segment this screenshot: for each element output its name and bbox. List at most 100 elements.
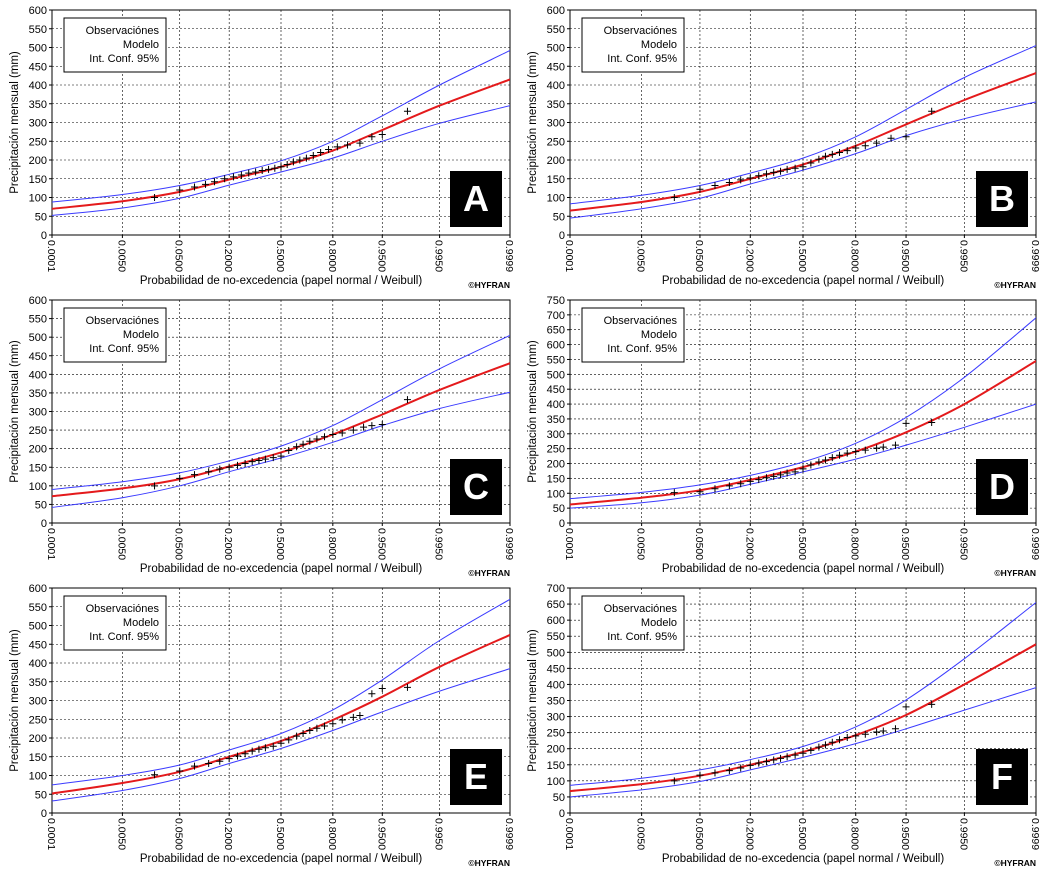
y-tick-label: 550 — [547, 631, 565, 643]
x-tick-label: 0.8000 — [326, 240, 338, 272]
observation-point — [190, 471, 198, 479]
ci-upper-line — [570, 317, 1036, 500]
y-tick-label: 450 — [547, 663, 565, 675]
observation-point — [234, 752, 242, 760]
observation-point — [190, 762, 198, 770]
x-tick-label: 0.5000 — [796, 818, 808, 850]
legend-box — [63, 307, 167, 363]
observation-point — [234, 461, 242, 469]
x-tick-label: 0.5000 — [274, 818, 286, 850]
observation-point — [237, 171, 245, 179]
observation-point — [277, 452, 285, 460]
y-tick-label: 500 — [29, 621, 47, 633]
observation-point — [861, 446, 869, 454]
legend: Observaciónes Modelo Int. Conf. 95% — [581, 17, 685, 73]
observation-point — [843, 147, 851, 155]
panel-label-box — [976, 749, 1028, 805]
observation-point — [737, 480, 745, 488]
observation-point — [815, 155, 823, 163]
legend-entry: Int. Conf. 95% — [89, 343, 159, 355]
observation-point — [843, 733, 851, 741]
observation-point — [320, 722, 328, 730]
observation-point — [737, 764, 745, 772]
observation-point — [248, 458, 256, 466]
observation-point — [285, 447, 293, 455]
chart-svg: 0 50 100 150 200 250 300 350 400 450 500 550 600 650 7… — [527, 295, 1041, 578]
x-tick-label: 0.9950 — [957, 818, 969, 850]
observation-point — [356, 139, 364, 147]
ci-upper-line — [52, 50, 510, 203]
observation-point — [216, 757, 224, 765]
observation-point — [293, 443, 301, 451]
observation-point — [807, 461, 815, 469]
legend: Observaciónes Modelo Int. Conf. 95% — [581, 595, 685, 651]
observation-point — [241, 460, 249, 468]
observation-point — [799, 163, 807, 171]
observation-point — [261, 744, 269, 752]
observation-point — [928, 107, 936, 115]
y-tick-label: 200 — [29, 155, 47, 167]
x-tick-label: 0.5000 — [274, 528, 286, 560]
observation-point — [746, 477, 754, 485]
observation-point — [289, 158, 297, 166]
chart-panel-f: 0 50 100 150 200 250 300 350 400 450 500 550 600 650 7… — [518, 578, 1044, 868]
legend-entry: Observaciónes — [86, 25, 160, 37]
x-axis-label: Probabilidad de no-excedencia (papel nor… — [662, 853, 945, 865]
y-tick-label: 250 — [547, 444, 565, 456]
observation-point — [368, 422, 376, 430]
y-axis-label: Precipitación mensual (mm) — [527, 51, 539, 194]
legend-entry: Modelo — [123, 39, 159, 51]
x-tick-label: 0.0050 — [115, 240, 127, 272]
credit-text: ©HYFRAN — [994, 568, 1036, 578]
x-tick-label: 0.9950 — [433, 240, 445, 272]
x-tick-label: 0.9999 — [503, 528, 515, 560]
observation-point — [271, 164, 279, 172]
y-tick-label: 300 — [547, 429, 565, 441]
observation-point — [711, 485, 719, 493]
legend-entry: Int. Conf. 95% — [607, 343, 677, 355]
observation-point — [151, 482, 159, 490]
observation-point — [799, 749, 807, 757]
y-tick-label: 100 — [29, 481, 47, 493]
x-axis-label: Probabilidad de no-excedencia (papel nor… — [662, 275, 945, 287]
y-tick-label: 50 — [553, 792, 565, 804]
panel-label: E — [464, 756, 488, 797]
observation-point — [329, 720, 337, 728]
observation-point — [873, 444, 881, 452]
observation-point — [843, 449, 851, 457]
panel-label-box — [976, 171, 1028, 227]
observation-point — [696, 771, 704, 779]
y-tick-label: 350 — [29, 99, 47, 111]
observation-point — [755, 476, 763, 484]
x-tick-label: 0.0500 — [693, 528, 705, 560]
y-tick-label: 700 — [547, 310, 565, 322]
observation-point — [791, 164, 799, 172]
observation-point — [320, 433, 328, 441]
observation-point — [852, 732, 860, 740]
ci-lower-line — [570, 687, 1036, 798]
observation-point — [255, 457, 263, 465]
y-axis-label: Precipitación mensual (mm) — [9, 51, 21, 194]
x-tick-label: 0.0050 — [635, 818, 647, 850]
legend-entry: Int. Conf. 95% — [89, 53, 159, 65]
y-tick-label: 50 — [35, 499, 47, 511]
observation-point — [378, 685, 386, 692]
legend-box — [581, 17, 685, 73]
observation-point — [711, 769, 719, 777]
x-axis-label: Probabilidad de no-excedencia (papel nor… — [140, 853, 423, 865]
observation-point — [828, 150, 836, 158]
y-tick-label: 450 — [29, 351, 47, 363]
y-tick-label: 100 — [29, 193, 47, 205]
observation-point — [777, 471, 785, 479]
observation-point — [928, 419, 936, 427]
chart-panel-e: 0 50 100 150 200 250 300 350 400 450 500 550 600 0.00… — [0, 578, 518, 868]
observation-point — [746, 174, 754, 182]
x-tick-label: 0.0500 — [693, 818, 705, 850]
observation-point — [205, 760, 213, 767]
observation-point — [325, 146, 333, 153]
observation-point — [852, 144, 860, 152]
x-tick-label: 0.2000 — [743, 240, 755, 272]
panel-label-box — [450, 459, 502, 515]
y-tick-label: 50 — [35, 211, 47, 223]
observation-point — [696, 488, 704, 496]
